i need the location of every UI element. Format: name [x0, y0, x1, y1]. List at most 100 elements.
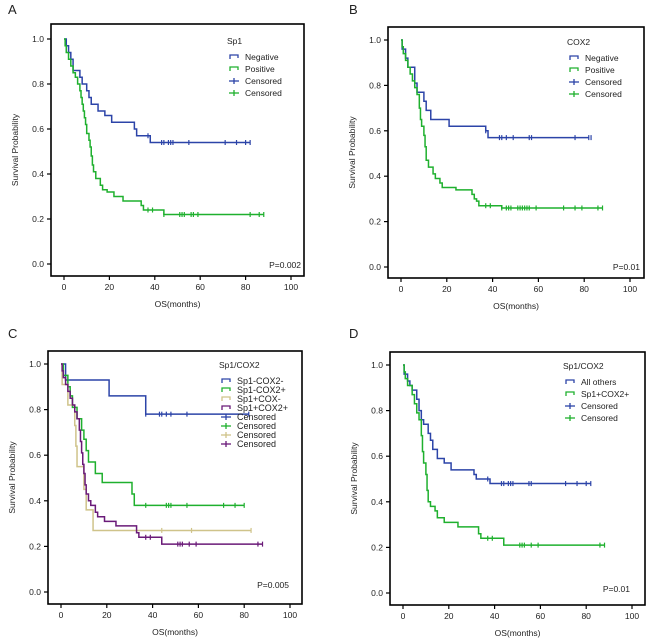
x-tick-label: 40	[488, 284, 498, 294]
legend-step-icon	[229, 66, 239, 71]
y-tick-label: 0.4	[32, 169, 44, 179]
legend-entry: Sp1+COX-	[237, 394, 281, 404]
y-tick-label: 0.6	[32, 124, 44, 134]
panel-label: B	[349, 2, 358, 17]
x-tick-label: 20	[105, 282, 115, 292]
x-tick-label: 60	[534, 284, 544, 294]
x-tick-label: 100	[623, 284, 637, 294]
p-value-annotation: P=0.01	[603, 584, 630, 594]
panel-A: A 0.0 0.2 0.4 0.6 0.8 1.0 0 20 40 60 80 100 OS(months…	[8, 2, 305, 309]
plot-frame	[389, 351, 646, 606]
x-tick-label: 80	[241, 282, 251, 292]
p-value-annotation: P=0.01	[613, 262, 640, 272]
legend-entry: Censored	[581, 401, 618, 411]
legend-entry: Censored	[585, 77, 622, 87]
legend-entry: Censored	[237, 412, 276, 422]
km-curve-sp1-cox2-	[61, 363, 263, 545]
legend-step-icon	[221, 405, 231, 410]
y-tick-label: 0.8	[32, 79, 44, 89]
x-tick-label: 20	[102, 610, 112, 620]
legend-step-icon	[221, 378, 231, 383]
plot-frame	[387, 26, 645, 279]
y-tick-label: 0.0	[29, 587, 41, 597]
legend-title: Sp1	[227, 36, 242, 46]
panel-C: C 0.0 0.2 0.4 0.6 0.8 1.0 0 20 40 60 80 100 OS(months…	[7, 326, 303, 637]
y-tick-label: 0.4	[29, 496, 41, 506]
y-tick-label: 0.2	[369, 217, 381, 227]
y-tick-label: 0.2	[371, 542, 383, 552]
km-curve-all-others	[403, 364, 591, 485]
km-curve-negative	[64, 38, 251, 144]
legend-entry: Sp1-COX2-	[237, 376, 284, 386]
legend-entry: All others	[581, 377, 616, 387]
km-curve-negative	[401, 39, 589, 139]
x-tick-label: 40	[150, 282, 160, 292]
panel-label: C	[8, 326, 17, 341]
legend-title: COX2	[567, 37, 590, 47]
plot-frame	[50, 23, 305, 277]
legend-entry: Sp1+COX2+	[237, 403, 288, 413]
y-tick-label: 0.0	[32, 259, 44, 269]
x-tick-label: 100	[283, 610, 297, 620]
legend-entry: Negative	[245, 52, 279, 62]
km-curve-positive	[401, 39, 603, 209]
x-tick-label: 100	[625, 611, 639, 621]
y-tick-label: 0.6	[369, 126, 381, 136]
x-tick-label: 80	[239, 610, 249, 620]
panel-D: D 0.0 0.2 0.4 0.6 0.8 1.0 0 20 40 60 80 100 OS(months…	[349, 326, 646, 638]
y-axis-label: Survival Probability	[10, 113, 20, 186]
legend-title: Sp1/COX2	[563, 361, 604, 371]
x-tick-label: 0	[59, 610, 64, 620]
legend-entry: Censored	[581, 413, 618, 423]
x-tick-label: 20	[444, 611, 454, 621]
panel-label: D	[349, 326, 358, 341]
x-tick-label: 40	[148, 610, 158, 620]
x-tick-label: 80	[579, 284, 589, 294]
y-tick-label: 0.4	[371, 497, 383, 507]
y-tick-label: 0.6	[29, 450, 41, 460]
y-tick-label: 0.8	[29, 405, 41, 415]
x-tick-label: 60	[194, 610, 204, 620]
y-tick-label: 0.8	[371, 406, 383, 416]
y-axis-label: Survival Probability	[347, 116, 357, 189]
plot-frame	[47, 350, 303, 605]
x-tick-label: 60	[195, 282, 205, 292]
y-axis-label: Survival Probability	[349, 442, 359, 515]
x-tick-label: 20	[442, 284, 452, 294]
y-tick-label: 1.0	[32, 34, 44, 44]
legend-entry: Sp1-COX2+	[237, 385, 286, 395]
x-tick-label: 0	[401, 611, 406, 621]
y-tick-label: 1.0	[29, 359, 41, 369]
x-tick-label: 60	[536, 611, 546, 621]
y-tick-label: 1.0	[371, 360, 383, 370]
legend-entry: Censored	[245, 76, 282, 86]
x-axis-label: OS(months)	[155, 299, 201, 309]
legend-entry: Sp1+COX2+	[581, 389, 629, 399]
y-tick-label: 0.2	[32, 214, 44, 224]
panel-label: A	[8, 2, 17, 17]
x-axis-label: OS(months)	[495, 628, 541, 638]
p-value-annotation: P=0.005	[257, 580, 289, 590]
x-axis-label: OS(months)	[152, 627, 198, 637]
legend-step-icon	[565, 379, 575, 384]
p-value-annotation: P=0.002	[269, 260, 301, 270]
x-tick-label: 0	[62, 282, 67, 292]
km-curve-sp1-cox2-	[61, 363, 245, 507]
legend-title: Sp1/COX2	[219, 360, 260, 370]
panel-B: B 0.0 0.2 0.4 0.6 0.8 1.0 0 20 40 60 80 100 OS(months…	[347, 2, 645, 311]
legend-entry: Censored	[237, 421, 276, 431]
legend-step-icon	[221, 396, 231, 401]
legend-entry: Censored	[237, 430, 276, 440]
y-tick-label: 0.0	[371, 588, 383, 598]
y-tick-label: 0.8	[369, 80, 381, 90]
km-curve-sp1-cox2-	[403, 364, 605, 546]
legend-step-icon	[569, 67, 579, 72]
y-axis-label: Survival Probability	[7, 441, 17, 514]
x-axis-label: OS(months)	[493, 301, 539, 311]
km-curve-positive	[64, 38, 264, 216]
legend-step-icon	[221, 387, 231, 392]
legend-entry: Positive	[245, 64, 275, 74]
x-tick-label: 80	[581, 611, 591, 621]
x-tick-label: 100	[284, 282, 298, 292]
y-tick-label: 1.0	[369, 35, 381, 45]
